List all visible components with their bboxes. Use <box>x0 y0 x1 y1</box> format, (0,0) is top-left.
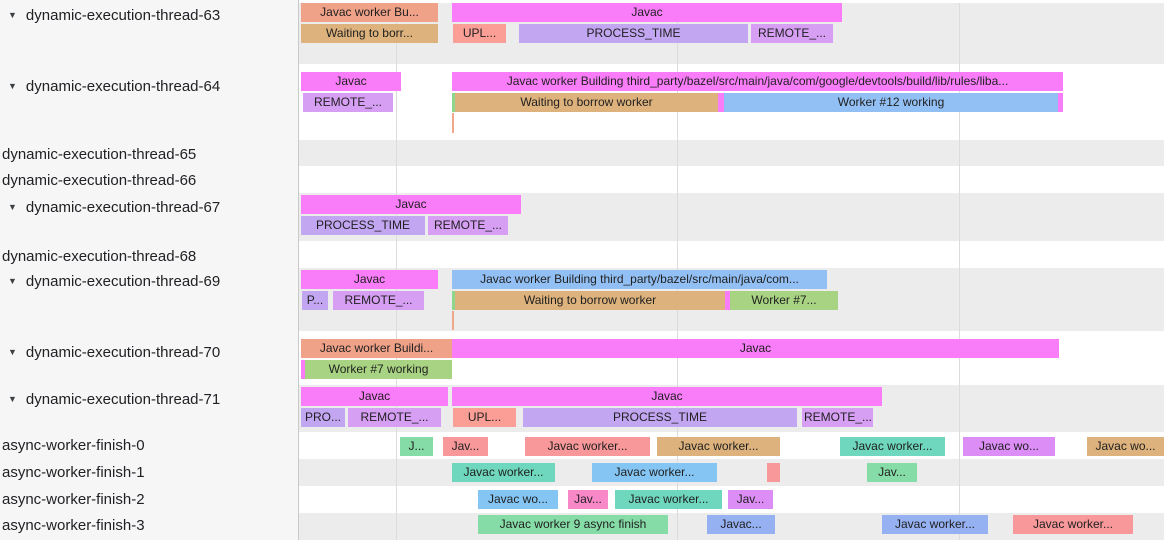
trace-slice[interactable]: Javac worker Bu... <box>301 3 438 22</box>
trace-slice[interactable]: Javac <box>452 339 1059 358</box>
trace-slice[interactable]: REMOTE_... <box>333 291 424 310</box>
track-name-text: dynamic-execution-thread-63 <box>25 7 221 24</box>
trace-slice[interactable]: REMOTE_... <box>802 408 873 427</box>
track-label-dynamic-execution-thread-71[interactable]: ▼ dynamic-execution-thread-71 <box>8 389 220 409</box>
trace-slice[interactable]: Jav... <box>443 437 488 456</box>
track-background <box>299 140 1164 166</box>
track-name-text: async-worker-finish-2 <box>2 491 145 508</box>
trace-slice[interactable]: REMOTE_... <box>303 93 393 112</box>
trace-slice[interactable]: Waiting to borrow worker <box>455 93 718 112</box>
trace-slice[interactable]: Javac wo... <box>963 437 1055 456</box>
trace-slice[interactable]: PROCESS_TIME <box>523 408 797 427</box>
trace-slice[interactable]: PROCESS_TIME <box>301 216 425 235</box>
track-name-text: async-worker-finish-0 <box>2 437 145 454</box>
collapse-triangle-icon[interactable]: ▼ <box>8 202 17 212</box>
track-label-async-worker-finish-0[interactable]: async-worker-finish-0 <box>2 436 145 456</box>
trace-slice[interactable]: Javac worker Buildi... <box>301 339 452 358</box>
trace-slice[interactable]: Jav... <box>867 463 917 482</box>
trace-slice[interactable] <box>725 291 730 310</box>
collapse-triangle-icon[interactable]: ▼ <box>8 81 17 91</box>
track-label-sidebar: ▼ dynamic-execution-thread-63 ▼ dynamic-exe… <box>0 0 299 540</box>
instant-event-marker[interactable] <box>452 311 454 330</box>
track-label-dynamic-execution-thread-65[interactable]: dynamic-execution-thread-65 <box>2 145 196 165</box>
track-name-text: dynamic-execution-thread-64 <box>25 78 221 95</box>
trace-slice[interactable]: UPL... <box>453 24 506 43</box>
track-name-text: dynamic-execution-thread-71 <box>25 391 221 408</box>
trace-slice[interactable]: Javac... <box>707 515 775 534</box>
collapse-triangle-icon[interactable]: ▼ <box>8 347 17 357</box>
trace-slice[interactable]: Javac wo... <box>478 490 558 509</box>
trace-slice[interactable] <box>452 93 456 112</box>
track-label-dynamic-execution-thread-69[interactable]: ▼ dynamic-execution-thread-69 <box>8 271 220 291</box>
track-name-text: dynamic-execution-thread-70 <box>25 344 221 361</box>
trace-slice[interactable]: PRO... <box>301 408 345 427</box>
collapse-triangle-icon[interactable]: ▼ <box>8 10 17 20</box>
trace-slice[interactable]: Javac <box>301 72 401 91</box>
trace-slice[interactable]: Javac worker... <box>882 515 988 534</box>
track-label-dynamic-execution-thread-63[interactable]: ▼ dynamic-execution-thread-63 <box>8 5 220 25</box>
trace-slice[interactable]: Waiting to borrow worker <box>455 291 725 310</box>
track-name-text: dynamic-execution-thread-65 <box>2 146 197 163</box>
trace-slice[interactable]: Javac <box>301 195 521 214</box>
track-label-dynamic-execution-thread-70[interactable]: ▼ dynamic-execution-thread-70 <box>8 342 220 362</box>
trace-slice[interactable]: Javac worker Building third_party/bazel/… <box>452 72 1063 91</box>
trace-slice[interactable]: Javac worker... <box>525 437 650 456</box>
trace-slice[interactable]: Jav... <box>728 490 773 509</box>
trace-slice[interactable]: Javac worker... <box>592 463 717 482</box>
trace-slice[interactable]: Worker #7 working <box>305 360 452 379</box>
track-label-dynamic-execution-thread-68[interactable]: dynamic-execution-thread-68 <box>2 247 196 267</box>
instant-event-marker[interactable] <box>452 113 454 133</box>
trace-slice[interactable]: Worker #7... <box>730 291 838 310</box>
track-label-dynamic-execution-thread-66[interactable]: dynamic-execution-thread-66 <box>2 171 196 191</box>
trace-slice[interactable]: Javac <box>301 270 438 289</box>
track-label-dynamic-execution-thread-67[interactable]: ▼ dynamic-execution-thread-67 <box>8 197 220 217</box>
trace-slice[interactable]: Javac worker 9 async finish <box>478 515 668 534</box>
trace-slice[interactable]: Javac worker... <box>840 437 945 456</box>
trace-slice[interactable]: Javac wo... <box>1087 437 1164 456</box>
trace-slice[interactable]: Javac worker... <box>1013 515 1133 534</box>
trace-slice[interactable]: Waiting to borr... <box>301 24 438 43</box>
track-label-async-worker-finish-3[interactable]: async-worker-finish-3 <box>2 516 145 536</box>
track-label-async-worker-finish-1[interactable]: async-worker-finish-1 <box>2 463 145 483</box>
track-name-text: async-worker-finish-1 <box>2 464 145 481</box>
trace-slice[interactable]: Javac worker... <box>657 437 780 456</box>
trace-slice[interactable]: Javac <box>452 387 882 406</box>
collapse-triangle-icon[interactable]: ▼ <box>8 394 17 404</box>
trace-slice[interactable]: Javac worker Building third_party/bazel/… <box>452 270 827 289</box>
trace-slice[interactable]: J... <box>400 437 433 456</box>
trace-slice[interactable]: PROCESS_TIME <box>519 24 748 43</box>
track-name-text: async-worker-finish-3 <box>2 517 145 534</box>
track-label-dynamic-execution-thread-64[interactable]: ▼ dynamic-execution-thread-64 <box>8 76 220 96</box>
trace-slice[interactable]: REMOTE_... <box>348 408 441 427</box>
track-name-text: dynamic-execution-thread-69 <box>25 273 221 290</box>
track-background <box>299 459 1164 486</box>
trace-slice[interactable]: UPL... <box>453 408 516 427</box>
trace-slice[interactable] <box>718 93 724 112</box>
trace-slice[interactable]: Jav... <box>568 490 608 509</box>
track-name-text: dynamic-execution-thread-68 <box>2 248 197 265</box>
time-gridline <box>959 3 960 540</box>
timeline-canvas: Javac worker Bu... Javac Waiting to borr..… <box>299 0 1164 540</box>
trace-slice[interactable]: REMOTE_... <box>428 216 508 235</box>
trace-slice[interactable]: Worker #12 working <box>724 93 1058 112</box>
trace-slice[interactable]: Javac <box>301 387 448 406</box>
collapse-triangle-icon[interactable]: ▼ <box>8 276 17 286</box>
trace-slice[interactable] <box>767 463 780 482</box>
track-label-async-worker-finish-2[interactable]: async-worker-finish-2 <box>2 490 145 510</box>
trace-slice[interactable]: REMOTE_... <box>751 24 833 43</box>
trace-slice[interactable]: Javac worker... <box>452 463 555 482</box>
trace-slice[interactable] <box>301 360 305 379</box>
track-name-text: dynamic-execution-thread-66 <box>2 172 197 189</box>
trace-slice[interactable] <box>1058 93 1063 112</box>
trace-slice[interactable]: Javac worker... <box>615 490 722 509</box>
trace-slice[interactable]: Javac <box>452 3 842 22</box>
trace-slice[interactable]: P... <box>302 291 328 310</box>
trace-slice[interactable] <box>452 291 456 310</box>
track-name-text: dynamic-execution-thread-67 <box>25 199 221 216</box>
